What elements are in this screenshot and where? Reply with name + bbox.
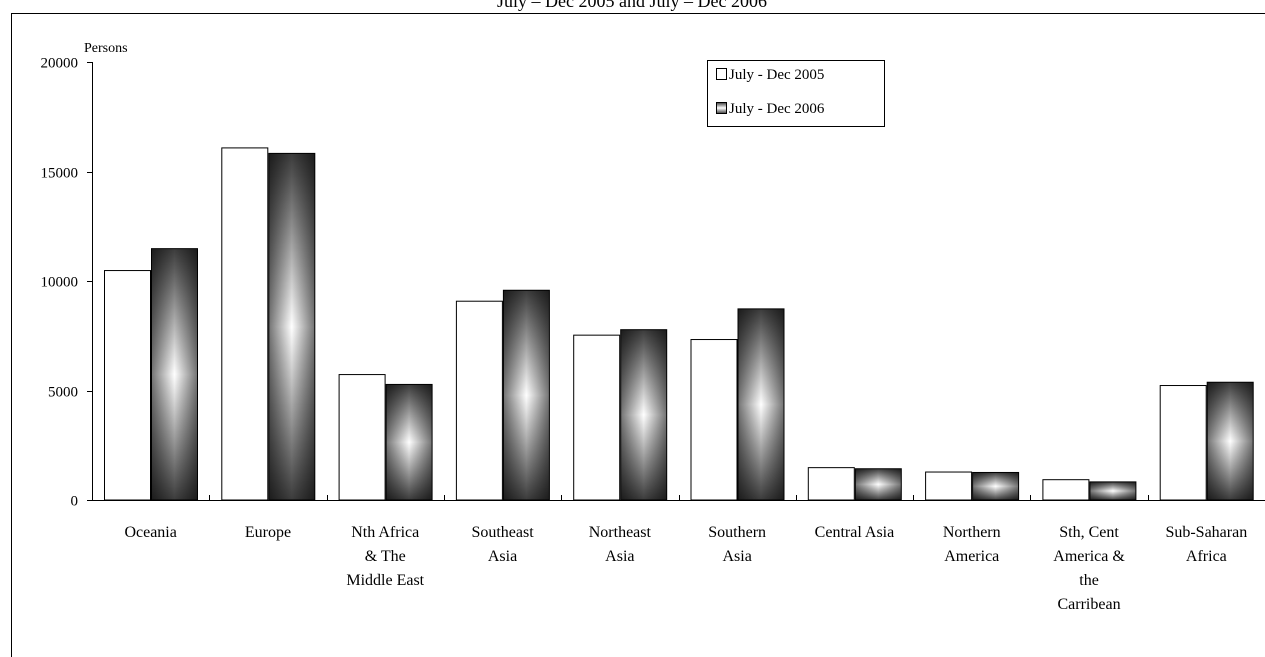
x-tick-label: the [1079, 572, 1099, 589]
bars [104, 147, 1254, 501]
bar-2006-shading [1089, 481, 1136, 500]
x-tick-label: Oceania [124, 524, 176, 541]
x-tick-label: America & [1053, 548, 1125, 565]
bar-2005 [925, 471, 973, 501]
x-tick-label: Asia [488, 548, 517, 565]
bar-2006-shading [855, 468, 902, 500]
bar-2006-shading [738, 308, 784, 500]
y-tick-label: 5000 [48, 385, 78, 401]
legend-label-2005: July - Dec 2005 [729, 67, 824, 83]
x-tick-label: Southeast [471, 524, 534, 541]
x-labels: Oceania Europe Nth Africa & The Middle East S… [124, 524, 1247, 613]
bar-2006-shading [503, 290, 550, 500]
legend: July - Dec 2005 July - Dec 2006 [707, 60, 885, 127]
x-tick-label: & The [365, 548, 406, 565]
y-tick-label: 20000 [41, 56, 79, 72]
x-tick-label: Northeast [589, 524, 652, 541]
bar-2005 [1159, 385, 1207, 501]
y-tick-label: 0 [71, 494, 79, 510]
x-tick-label: Europe [245, 524, 291, 541]
x-tick-label: Central Asia [815, 524, 895, 541]
bar-2005 [807, 467, 855, 501]
x-ticks [209, 495, 1149, 500]
x-tick-label: America [944, 548, 999, 565]
y-ticks: 0 5000 10000 15000 20000 [41, 56, 92, 510]
x-tick-label: Middle East [346, 572, 424, 589]
bar-2006-shading [268, 153, 315, 500]
x-tick-label: Southern [708, 524, 766, 541]
bar-2005 [221, 147, 269, 501]
x-tick-label: Africa [1186, 548, 1227, 565]
x-tick-label: Nth Africa [351, 524, 419, 541]
legend-swatch-2006 [716, 102, 727, 114]
bar-2006-shading [386, 384, 433, 500]
y-tick-label: 10000 [41, 275, 79, 291]
chart-title: July – Dec 2005 and July – Dec 2006 [497, 0, 767, 11]
bar-2005 [690, 339, 738, 501]
x-tick-label: Sub-Saharan [1165, 524, 1247, 541]
y-axis-label: Persons [84, 41, 128, 56]
x-tick-label: Sth, Cent [1059, 524, 1119, 541]
bar-2006-shading [1207, 382, 1254, 500]
legend-swatch-2005 [716, 68, 727, 80]
chart-frame [11, 13, 1265, 657]
bar-2005 [1042, 479, 1090, 501]
bar-2006-shading [972, 472, 1019, 500]
x-tick-label: Carribean [1058, 596, 1121, 613]
x-tick-label: Asia [722, 548, 751, 565]
bar-2006-shading [151, 248, 198, 500]
y-tick-label: 15000 [41, 166, 79, 182]
bar-2005 [338, 374, 386, 501]
bar-2005 [455, 300, 503, 501]
bar-2005 [104, 270, 151, 501]
x-tick-label: Northern [943, 524, 1001, 541]
bar-2006-shading [620, 329, 667, 500]
x-tick-label: Asia [605, 548, 634, 565]
bar-2005 [573, 334, 621, 501]
legend-box [707, 60, 885, 127]
legend-label-2006: July - Dec 2006 [729, 101, 825, 117]
